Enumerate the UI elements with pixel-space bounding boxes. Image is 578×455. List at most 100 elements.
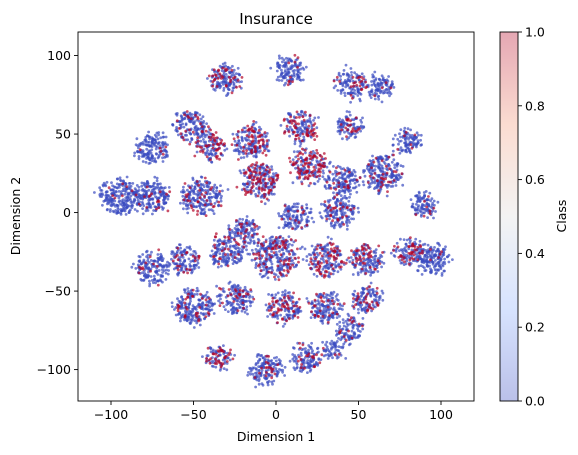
point-class-0 — [147, 152, 151, 156]
point-class-0 — [242, 156, 246, 159]
point-class-0 — [330, 296, 334, 300]
point-class-0 — [211, 258, 215, 261]
point-class-0 — [369, 163, 373, 167]
point-class-0 — [379, 91, 382, 95]
point-class-0 — [136, 196, 139, 199]
point-class-0 — [341, 318, 345, 321]
scatter-points — [93, 53, 454, 389]
point-class-0 — [208, 198, 212, 202]
point-class-0 — [348, 221, 351, 224]
point-class-0 — [250, 248, 254, 252]
point-class-0 — [370, 83, 374, 87]
point-class-0 — [191, 202, 195, 206]
point-class-0 — [311, 306, 314, 310]
point-class-0 — [411, 205, 415, 209]
point-class-0 — [331, 172, 335, 176]
point-class-0 — [408, 140, 412, 144]
point-class-0 — [273, 356, 276, 360]
point-class-0 — [368, 94, 372, 97]
point-class-0 — [391, 143, 395, 147]
point-class-0 — [186, 211, 190, 215]
point-class-0 — [378, 296, 382, 300]
point-class-0 — [104, 184, 108, 188]
point-class-0 — [346, 79, 350, 83]
point-class-0 — [298, 78, 302, 81]
point-class-0 — [202, 120, 206, 123]
point-class-0 — [361, 317, 365, 320]
point-class-0 — [307, 253, 311, 256]
point-class-0 — [117, 200, 121, 204]
point-class-0 — [370, 80, 373, 83]
point-class-0 — [275, 374, 279, 378]
point-class-0 — [214, 259, 217, 263]
point-class-0 — [319, 215, 323, 218]
point-class-0 — [440, 274, 444, 277]
point-class-0 — [140, 181, 144, 185]
point-class-0 — [212, 212, 216, 216]
point-class-0 — [161, 190, 165, 194]
point-class-0 — [156, 253, 160, 256]
point-class-0 — [300, 120, 304, 123]
point-class-0 — [312, 220, 316, 224]
point-class-0 — [294, 155, 298, 159]
point-class-0 — [304, 123, 308, 126]
point-class-0 — [357, 311, 360, 315]
point-class-0 — [348, 195, 351, 199]
point-class-0 — [367, 90, 371, 94]
point-class-0 — [399, 261, 403, 265]
point-class-0 — [294, 166, 297, 170]
point-class-0 — [258, 125, 261, 129]
point-class-0 — [156, 273, 160, 276]
point-class-0 — [156, 137, 160, 141]
point-class-0 — [429, 199, 432, 203]
point-class-0 — [191, 176, 195, 180]
point-class-0 — [277, 358, 281, 362]
point-class-0 — [231, 306, 235, 310]
point-class-0 — [408, 150, 412, 153]
point-class-0 — [154, 195, 157, 199]
point-class-0 — [353, 132, 357, 136]
point-class-0 — [309, 316, 313, 319]
point-class-0 — [401, 165, 405, 168]
point-class-0 — [340, 197, 343, 201]
point-class-0 — [323, 177, 326, 181]
point-class-0 — [207, 153, 211, 157]
point-class-0 — [266, 276, 270, 280]
point-class-0 — [104, 198, 107, 202]
point-class-0 — [399, 164, 403, 168]
point-class-0 — [137, 255, 141, 258]
point-class-0 — [248, 241, 252, 245]
point-class-0 — [274, 359, 278, 363]
point-class-0 — [322, 171, 325, 175]
point-class-0 — [147, 205, 151, 209]
point-class-0 — [220, 69, 224, 72]
point-class-0 — [106, 202, 109, 206]
point-class-0 — [334, 210, 338, 214]
point-class-0 — [157, 186, 161, 190]
point-class-0 — [93, 191, 96, 194]
point-class-0 — [108, 210, 112, 213]
point-class-0 — [279, 124, 283, 127]
point-class-0 — [195, 289, 199, 293]
point-class-0 — [154, 152, 158, 156]
point-class-0 — [406, 127, 410, 131]
point-class-0 — [332, 215, 335, 219]
point-class-0 — [223, 239, 227, 243]
point-class-0 — [436, 248, 439, 251]
point-class-0 — [323, 185, 327, 189]
point-class-0 — [129, 198, 132, 202]
point-class-0 — [320, 202, 323, 206]
point-class-0 — [249, 372, 252, 376]
point-class-0 — [198, 298, 202, 302]
point-class-0 — [130, 200, 134, 204]
point-class-0 — [310, 302, 314, 305]
point-class-0 — [204, 151, 207, 155]
point-class-0 — [298, 134, 302, 138]
point-class-0 — [371, 303, 375, 307]
point-class-0 — [195, 205, 199, 209]
point-class-0 — [341, 137, 344, 141]
point-class-0 — [344, 319, 348, 323]
point-class-0 — [444, 245, 447, 249]
point-class-0 — [340, 180, 344, 184]
point-class-0 — [291, 158, 295, 162]
